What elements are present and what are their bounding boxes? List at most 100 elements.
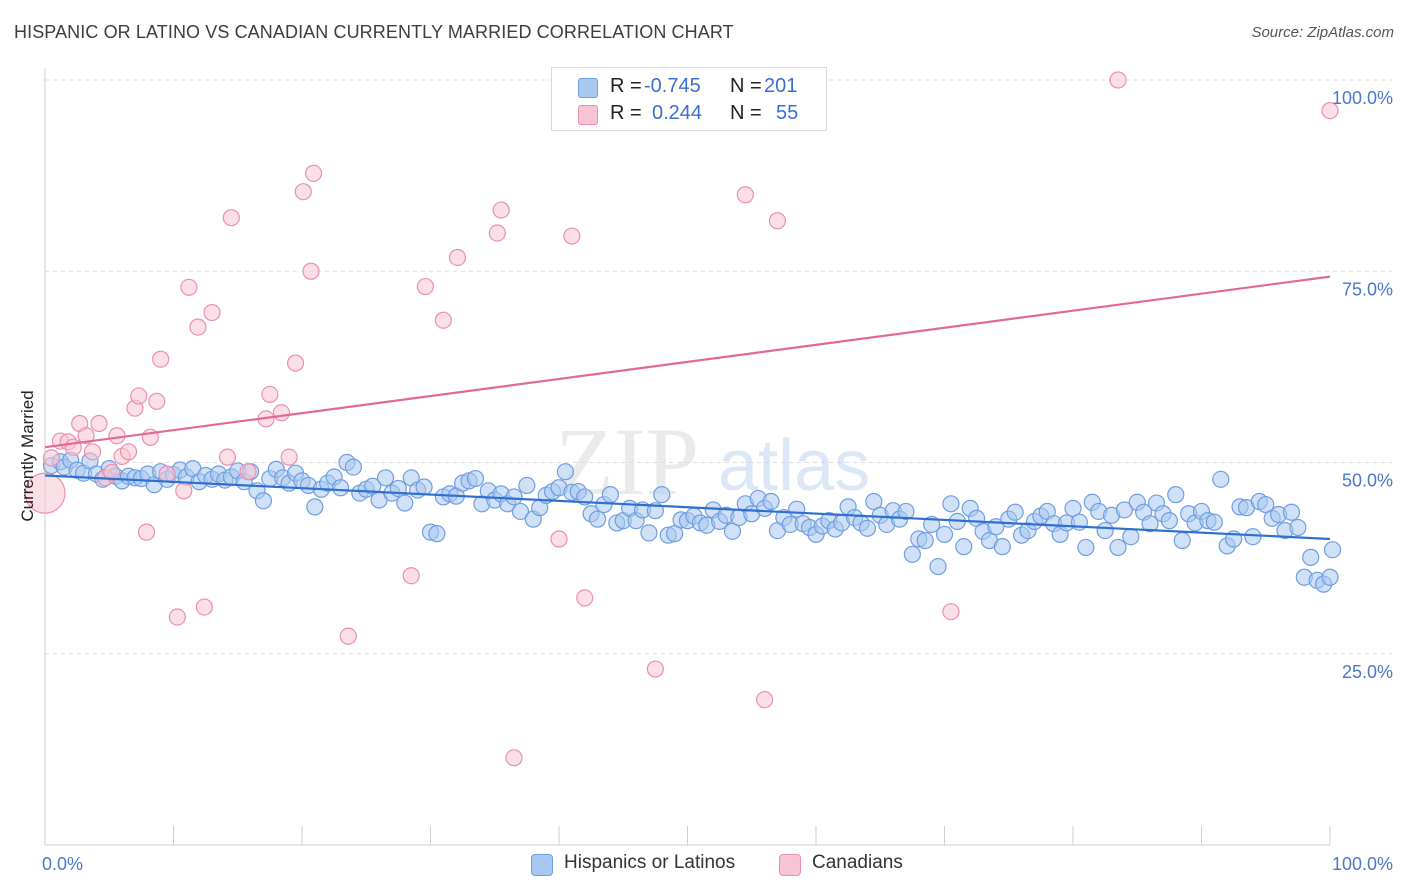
data-point-hispanics <box>466 469 485 488</box>
data-point-hispanics <box>1173 531 1191 550</box>
data-point-canadians <box>175 482 193 500</box>
data-point-canadians <box>239 463 257 481</box>
data-point-hispanics <box>653 486 671 504</box>
data-point-hispanics <box>1321 568 1339 586</box>
data-point-canadians <box>942 603 960 621</box>
data-point-hispanics <box>1141 515 1159 533</box>
data-point-hispanics <box>331 479 350 497</box>
y-tick-label: 75.0% <box>1342 279 1393 299</box>
y-tick-label: 25.0% <box>1342 662 1393 682</box>
series-canadians-points <box>24 71 1339 767</box>
trend-line-canadians <box>44 275 1331 449</box>
legend-r-value: 0.244 <box>652 102 703 124</box>
data-point-hispanics <box>1244 528 1262 546</box>
data-point-hispanics <box>903 545 921 563</box>
legend-swatch-pink <box>779 854 801 876</box>
data-point-canadians <box>272 404 291 422</box>
data-point-canadians <box>416 277 434 296</box>
data-point-hispanics <box>396 494 414 512</box>
legend-row-hispanics: R = -0.745 N = 201 <box>552 75 826 101</box>
legend-r-value: -0.745 <box>644 75 701 97</box>
y-tick-label: 50.0% <box>1342 471 1393 491</box>
data-point-hispanics <box>723 522 742 540</box>
chart-title: HISPANIC OR LATINO VS CANADIAN CURRENTLY… <box>14 22 734 42</box>
data-point-canadians <box>448 248 467 267</box>
y-tick-label: 100.0% <box>1332 88 1393 108</box>
data-point-canadians <box>148 392 166 410</box>
data-point-hispanics <box>762 492 780 511</box>
data-point-hispanics <box>1064 499 1082 517</box>
data-point-hispanics <box>511 502 530 521</box>
data-point-hispanics <box>518 476 536 495</box>
data-point-hispanics <box>601 486 620 504</box>
data-point-canadians <box>108 427 126 445</box>
data-point-canadians <box>488 224 506 242</box>
data-point-canadians <box>1321 101 1339 120</box>
data-point-hispanics <box>376 469 395 487</box>
legend-n-value: 201 <box>764 75 798 97</box>
tick-labels: 25.0% 50.0% 75.0% 100.0% 0.0% 100.0% <box>42 88 1393 874</box>
source-label: Source: ZipAtlas.com <box>1251 24 1394 41</box>
x-tick-label: 0.0% <box>42 854 83 874</box>
trend-line-hispanics <box>44 474 1331 541</box>
legend-label-hispanics: Hispanics or Latinos <box>564 852 736 873</box>
watermark-atlas: atlas <box>718 426 870 506</box>
legend-swatch-blue <box>578 78 598 98</box>
data-point-hispanics <box>1257 495 1275 514</box>
legend-swatch-pink <box>578 105 598 125</box>
data-point-canadians <box>736 186 754 204</box>
legend-row-canadians: R = 0.244 N = 55 <box>552 102 826 128</box>
data-point-hispanics <box>254 492 273 510</box>
data-point-hispanics <box>916 531 934 550</box>
correlation-legend: R = -0.745 N = 201 R = 0.244 N = 55 <box>551 67 827 131</box>
x-tick-label: 100.0% <box>1332 854 1393 874</box>
legend-n-value: 55 <box>776 102 799 124</box>
data-point-canadians <box>189 318 207 336</box>
data-point-hispanics <box>935 525 954 544</box>
data-point-canadians <box>42 449 61 467</box>
data-point-hispanics <box>415 478 433 496</box>
data-point-canadians <box>402 567 420 585</box>
data-point-canadians <box>90 414 108 433</box>
data-point-hispanics <box>1077 538 1095 557</box>
data-point-canadians <box>1109 71 1127 89</box>
data-point-hispanics <box>505 488 523 506</box>
data-point-canadians <box>218 448 237 466</box>
legend-label-canadians: Canadians <box>812 852 903 873</box>
data-point-hispanics <box>364 477 382 495</box>
data-point-canadians <box>434 311 452 329</box>
legend-n-label: N = <box>730 75 762 97</box>
data-point-hispanics <box>1212 470 1230 488</box>
data-point-canadians <box>280 448 298 466</box>
data-point-canadians <box>302 262 320 280</box>
data-point-canadians <box>492 201 510 219</box>
data-point-hispanics <box>1115 501 1134 519</box>
data-point-canadians <box>755 691 774 709</box>
data-point-hispanics <box>640 524 658 542</box>
data-point-canadians <box>339 627 357 645</box>
legend-swatch-blue <box>531 854 553 876</box>
data-point-canadians <box>130 387 148 405</box>
data-point-hispanics <box>1289 518 1307 537</box>
data-point-canadians <box>304 164 323 182</box>
data-point-hispanics <box>428 525 446 543</box>
data-point-canadians <box>286 354 305 372</box>
data-point-canadians <box>24 472 66 514</box>
data-point-canadians <box>222 209 240 227</box>
data-point-hispanics <box>1122 528 1140 546</box>
data-point-hispanics <box>1282 503 1301 521</box>
data-point-hispanics <box>788 500 806 518</box>
data-point-canadians <box>119 443 138 461</box>
data-point-hispanics <box>942 495 960 513</box>
data-point-hispanics <box>858 519 877 537</box>
data-point-hispanics <box>929 557 947 576</box>
data-point-canadians <box>261 385 279 404</box>
data-point-canadians <box>168 608 186 626</box>
legend-r-label: R = <box>610 75 642 97</box>
data-point-hispanics <box>897 502 915 521</box>
data-point-canadians <box>563 227 581 245</box>
trend-lines <box>44 275 1331 541</box>
data-point-hispanics <box>588 510 607 528</box>
data-point-canadians <box>77 427 95 445</box>
data-point-canadians <box>646 660 664 678</box>
